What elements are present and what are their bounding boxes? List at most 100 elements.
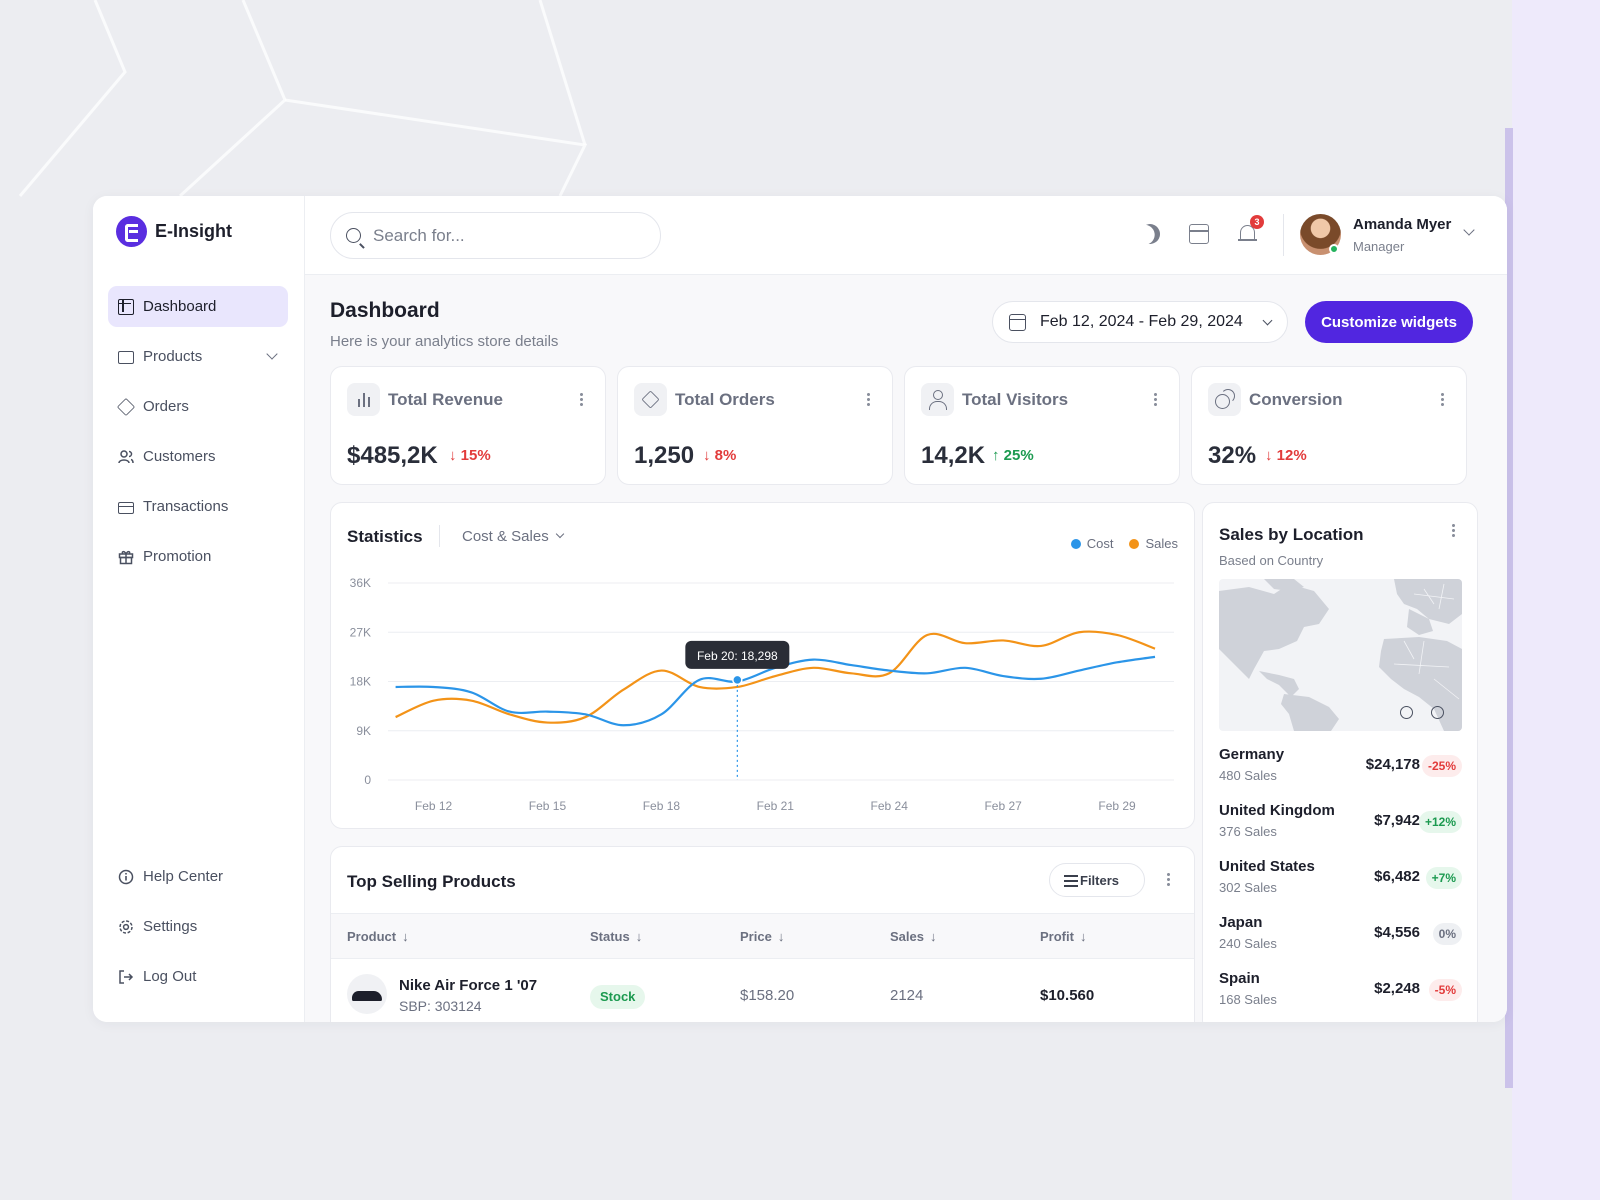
more-options-icon[interactable] — [1167, 872, 1170, 887]
y-tick-label: 36K — [350, 576, 371, 590]
sidebar-item-log-out[interactable]: Log Out — [108, 956, 288, 997]
brand-name: E-Insight — [155, 221, 232, 241]
list-item[interactable]: United States 302 Sales $6,482 +7% — [1219, 858, 1462, 906]
world-map[interactable] — [1219, 579, 1462, 731]
country-sales: 376 Sales — [1219, 824, 1277, 839]
country-name: Japan — [1219, 914, 1263, 931]
kpi-delta: ↑ 25% — [992, 447, 1034, 464]
brand-logo[interactable]: E-Insight — [116, 216, 232, 247]
kpi-label: Total Visitors — [962, 390, 1069, 409]
country-sales: 302 Sales — [1219, 880, 1277, 895]
kpi-value: 1,250 — [634, 442, 695, 469]
sidebar-item-products[interactable]: Products — [108, 336, 288, 377]
sidebar-item-help-center[interactable]: Help Center — [108, 856, 288, 897]
user-name[interactable]: Amanda Myer — [1353, 216, 1452, 233]
kpi-label: Total Orders — [675, 390, 775, 409]
kpi-delta: ↓ 12% — [1265, 447, 1307, 464]
search-icon — [346, 228, 361, 243]
moon-icon[interactable] — [1136, 220, 1163, 247]
sidebar-item-label: Orders — [143, 398, 189, 415]
column-header-product[interactable]: Product — [347, 929, 409, 944]
user-role: Manager — [1353, 239, 1405, 254]
sidebar-item-label: Customers — [143, 448, 216, 465]
header-divider — [1283, 214, 1284, 256]
sidebar-item-customers[interactable]: Customers — [108, 436, 288, 477]
sidebar-item-orders[interactable]: Orders — [108, 386, 288, 427]
scrollbar[interactable] — [1505, 128, 1513, 1088]
kpi-value: $485,2K — [347, 442, 438, 469]
customize-widgets-button[interactable]: Customize widgets — [1305, 301, 1473, 343]
sidebar-item-label: Promotion — [143, 548, 212, 565]
highlight-point — [732, 674, 743, 686]
product-sales: 2124 — [890, 987, 924, 1004]
list-item[interactable]: Spain 168 Sales $2,248 -5% — [1219, 970, 1462, 1018]
location-subtitle: Based on Country — [1219, 553, 1324, 568]
column-header-sales[interactable]: Sales — [890, 929, 936, 944]
divider — [439, 525, 440, 547]
column-header-profit[interactable]: Profit — [1040, 929, 1086, 944]
bell-icon[interactable]: 3 — [1238, 215, 1264, 244]
main-content: Dashboard Here is your analytics store d… — [305, 275, 1507, 1022]
calendar-icon[interactable] — [1189, 224, 1209, 244]
statistics-chart[interactable]: 36K 27K 18K 9K 0 Feb 12 Feb 15 Feb 18 Feb 21 Feb … — [331, 565, 1194, 825]
y-tick-label: 18K — [350, 675, 371, 689]
date-range-picker[interactable]: Feb 12, 2024 - Feb 29, 2024 — [992, 301, 1288, 343]
app-window: E-Insight Dashboard Products Orders Cust… — [93, 196, 1507, 1022]
change-badge: 0% — [1432, 923, 1462, 945]
more-options-icon[interactable] — [1452, 523, 1455, 538]
change-badge: +7% — [1425, 867, 1462, 889]
zoom-in-icon[interactable] — [1400, 706, 1413, 719]
country-amount: $24,178 — [1365, 756, 1420, 773]
date-range-value: Feb 12, 2024 - Feb 29, 2024 — [1040, 313, 1243, 330]
list-item[interactable]: United Kingdom 376 Sales $7,942 +12% — [1219, 802, 1462, 850]
sidebar-item-transactions[interactable]: Transactions — [108, 486, 288, 527]
users-icon — [118, 449, 134, 465]
chart-metric-select[interactable]: Cost & Sales — [462, 528, 549, 545]
kpi-card-total-visitors: Total Visitors 14,2K ↑ 25% — [904, 366, 1180, 485]
sales-by-location-card: Sales by Location Based on Country — [1202, 502, 1478, 1022]
country-name: Spain — [1219, 970, 1260, 987]
chevron-down-icon[interactable] — [555, 529, 565, 539]
logout-icon — [118, 969, 134, 985]
more-options-icon[interactable] — [1441, 392, 1444, 407]
sidebar-item-promotion[interactable]: Promotion — [108, 536, 288, 577]
sidebar-item-dashboard[interactable]: Dashboard — [108, 286, 288, 327]
list-item[interactable]: Japan 240 Sales $4,556 0% — [1219, 914, 1462, 962]
kpi-delta: ↓ 15% — [449, 447, 491, 464]
notification-badge: 3 — [1250, 215, 1264, 229]
kpi-card-total-revenue: Total Revenue $485,2K ↓ 15% — [330, 366, 606, 485]
e-logo-icon — [116, 216, 147, 247]
change-badge: -5% — [1428, 979, 1462, 1001]
package-icon — [634, 383, 667, 416]
legend-item-cost[interactable]: Cost — [1070, 536, 1113, 551]
search-input[interactable] — [373, 225, 633, 246]
change-badge: +12% — [1418, 811, 1462, 833]
sidebar-item-label: Dashboard — [143, 298, 217, 315]
column-header-status[interactable]: Status — [590, 929, 642, 944]
zoom-out-icon[interactable] — [1431, 706, 1444, 719]
credit-card-icon — [118, 501, 134, 514]
dashboard-icon — [118, 298, 134, 315]
country-sales: 480 Sales — [1219, 768, 1277, 783]
kpi-card-total-orders: Total Orders 1,250 ↓ 8% — [617, 366, 893, 485]
x-tick-label: Feb 12 — [415, 799, 453, 813]
list-item[interactable]: Germany 480 Sales $24,178 -25% — [1219, 746, 1462, 794]
more-options-icon[interactable] — [1154, 392, 1157, 407]
more-options-icon[interactable] — [580, 392, 583, 407]
table-row[interactable]: Nike Air Force 1 '07 SBP: 303124 Stock $… — [331, 959, 1194, 1022]
more-options-icon[interactable] — [867, 392, 870, 407]
sliders-icon — [1064, 874, 1078, 887]
legend-item-sales[interactable]: Sales — [1129, 536, 1178, 551]
chevron-down-icon[interactable] — [1463, 224, 1475, 236]
sidebar-bottom-nav: Help Center Settings Log Out — [108, 856, 288, 1006]
column-header-price[interactable]: Price — [740, 929, 784, 944]
top-header: 3 Amanda Myer Manager — [305, 196, 1507, 275]
online-status-dot — [1329, 244, 1339, 254]
sidebar-nav: Dashboard Products Orders Customers Tran… — [108, 286, 288, 586]
bar-chart-icon — [347, 383, 380, 416]
sidebar-item-settings[interactable]: Settings — [108, 906, 288, 947]
y-tick-label: 0 — [364, 773, 371, 787]
x-tick-label: Feb 27 — [984, 799, 1022, 813]
kpi-value: 14,2K — [921, 442, 986, 469]
product-sku: SBP: 303124 — [399, 998, 482, 1014]
